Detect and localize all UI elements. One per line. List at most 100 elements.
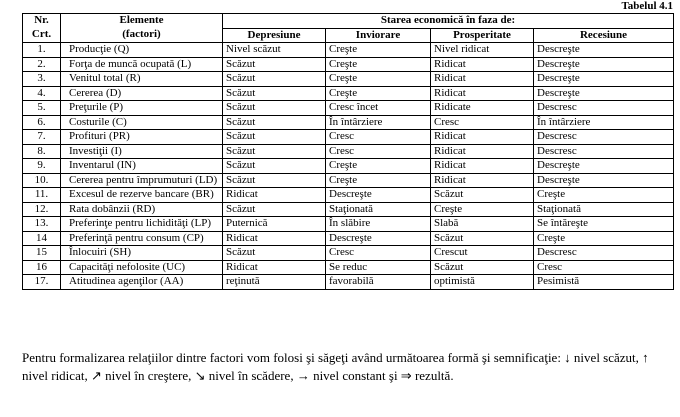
table-cell: Creşte — [325, 85, 431, 101]
table-cell: Puternică — [222, 216, 326, 232]
table-cell: Ridicat — [430, 158, 534, 174]
table-cell: Producţie (Q) — [60, 42, 223, 58]
table-cell: 14 — [22, 230, 61, 246]
table-row: 15 Înlocuiri (SH) Scăzut Cresc Crescut Descre… — [22, 245, 675, 261]
table-cell: Ridicat — [430, 143, 534, 159]
table-cell: Creşte — [325, 172, 431, 188]
table-cell: Cresc — [532, 259, 675, 275]
table-cell: Se întăreşte — [532, 216, 675, 232]
table-row: 2. Forţa de muncă ocupată (L) Scăzut Creşte… — [22, 56, 675, 72]
table-cell: Slabă — [430, 216, 534, 232]
table-cell: Creşte — [532, 187, 675, 203]
table-cell: Scăzut — [222, 56, 326, 72]
table-cell: 17. — [22, 274, 61, 290]
table-cell: Profituri (PR) — [60, 129, 223, 145]
table-cell: 3. — [22, 71, 61, 87]
table-cell: Ridicat — [222, 230, 326, 246]
header-cell: Inviorare — [325, 27, 431, 43]
table-cell: Scăzut — [222, 172, 326, 188]
table-cell: Scăzut — [430, 187, 534, 203]
table-cell: 1. — [22, 42, 61, 58]
table-cell: Descreşte — [532, 172, 675, 188]
table-cell: Descreşte — [532, 85, 675, 101]
table-cell: Creşte — [325, 42, 431, 58]
table-cell: Venitul total (R) — [60, 71, 223, 87]
table-row: 12. Rata dobânzii (RD) Scăzut Staţionată Cre… — [22, 201, 675, 217]
table-cell: Descreşte — [532, 71, 675, 87]
table-cell: Descreşte — [532, 158, 675, 174]
table-cell: 7. — [22, 129, 61, 145]
table-cell: Descreşte — [325, 230, 431, 246]
table-cell: Ridicat — [430, 172, 534, 188]
table-cell: Excesul de rezerve bancare (BR) — [60, 187, 223, 203]
header-cell: Nr. Crt. — [22, 13, 61, 43]
caption: Tabelul 4.1 — [621, 0, 673, 12]
table-cell: Forţa de muncă ocupată (L) — [60, 56, 223, 72]
table-cell: Staţionată — [532, 201, 675, 217]
table-cell: În slăbire — [325, 216, 431, 232]
table-cell: Creşte — [325, 56, 431, 72]
table-cell: 10. — [22, 172, 61, 188]
table-cell: Ridicat — [430, 56, 534, 72]
table-cell: Atitudinea agenţilor (AA) — [60, 274, 223, 290]
table-cell: Cresc — [325, 129, 431, 145]
table-cell: Nivel scăzut — [222, 42, 326, 58]
table-cell: Descresc — [532, 245, 675, 261]
table-cell: 13. — [22, 216, 61, 232]
table-cell: Cresc încet — [325, 100, 431, 116]
table-row: 5. Preţurile (P) Scăzut Cresc încet Ridicate… — [22, 100, 675, 116]
header-text: Nr. — [34, 14, 49, 26]
table-cell: Scăzut — [222, 85, 326, 101]
table-cell: Scăzut — [222, 71, 326, 87]
header-text: (factori) — [122, 27, 161, 40]
header-cell: Recesiune — [532, 27, 675, 43]
table-cell: Investiţii (I) — [60, 143, 223, 159]
table-cell: Descreşte — [325, 187, 431, 203]
table-cell: Descresc — [532, 143, 675, 159]
table-cell: Cresc — [325, 143, 431, 159]
table-cell: 9. — [22, 158, 61, 174]
table-cell: Ridicat — [430, 129, 534, 145]
header-text: Crt. — [31, 27, 52, 40]
table-cell: În întârziere — [532, 114, 675, 130]
table-row: 10. Cererea pentru împrumuturi (LD) Scăzut… — [22, 172, 675, 188]
header-text: Elemente — [119, 14, 164, 26]
table-cell: Cererea (D) — [60, 85, 223, 101]
header-cell: Depresiune — [222, 27, 326, 43]
table-row: 9. Inventarul (IN) Scăzut Creşte Ridicat Desc… — [22, 158, 675, 174]
table-cell: Creşte — [325, 158, 431, 174]
table-row: 3. Venitul total (R) Scăzut Creşte Ridicat De… — [22, 71, 675, 87]
table-cell: Preţurile (P) — [60, 100, 223, 116]
table-cell: Pesimistă — [532, 274, 675, 290]
table-row: 8. Investiţii (I) Scăzut Cresc Ridicat Descre… — [22, 143, 675, 159]
table-cell: 2. — [22, 56, 61, 72]
table-cell: Ridicat — [222, 187, 326, 203]
table-row: 4. Cererea (D) Scăzut Creşte Ridicat Descreşt… — [22, 85, 675, 101]
table-cell: Capacităţi nefolosite (UC) — [60, 259, 223, 275]
table-cell: 5. — [22, 100, 61, 116]
table-cell: Descresc — [532, 100, 675, 116]
table-cell: optimistă — [430, 274, 534, 290]
table-cell: Scăzut — [430, 230, 534, 246]
table-cell: Scăzut — [222, 143, 326, 159]
table-row: 13. Preferinţe pentru lichidităţi (LP) Put… — [22, 216, 675, 232]
table-cell: Ridicat — [222, 259, 326, 275]
table-cell: Preferinţe pentru lichidităţi (LP) — [60, 216, 223, 232]
table-row: 1. Producţie (Q) Nivel scăzut Creşte Nivel r… — [22, 42, 675, 58]
header-cell: Prosperitate — [430, 27, 534, 43]
table-cell: Creşte — [430, 201, 534, 217]
header-cell: Elemente (factori) — [60, 13, 223, 43]
table-row: 7. Profituri (PR) Scăzut Cresc Ridicat Descre… — [22, 129, 675, 145]
table-cell: Descresc — [532, 129, 675, 145]
table-cell: favorabilă — [325, 274, 431, 290]
table-cell: Scăzut — [222, 245, 326, 261]
table-cell: Cresc — [325, 245, 431, 261]
table-cell: În întârziere — [325, 114, 431, 130]
table-cell: 16 — [22, 259, 61, 275]
table-cell: Scăzut — [222, 114, 326, 130]
table-cell: Se reduc — [325, 259, 431, 275]
table-cell: 6. — [22, 114, 61, 130]
table-cell: 12. — [22, 201, 61, 217]
table-row: 6. Costurile (C) Scăzut În întârziere Cresc Î… — [22, 114, 675, 130]
